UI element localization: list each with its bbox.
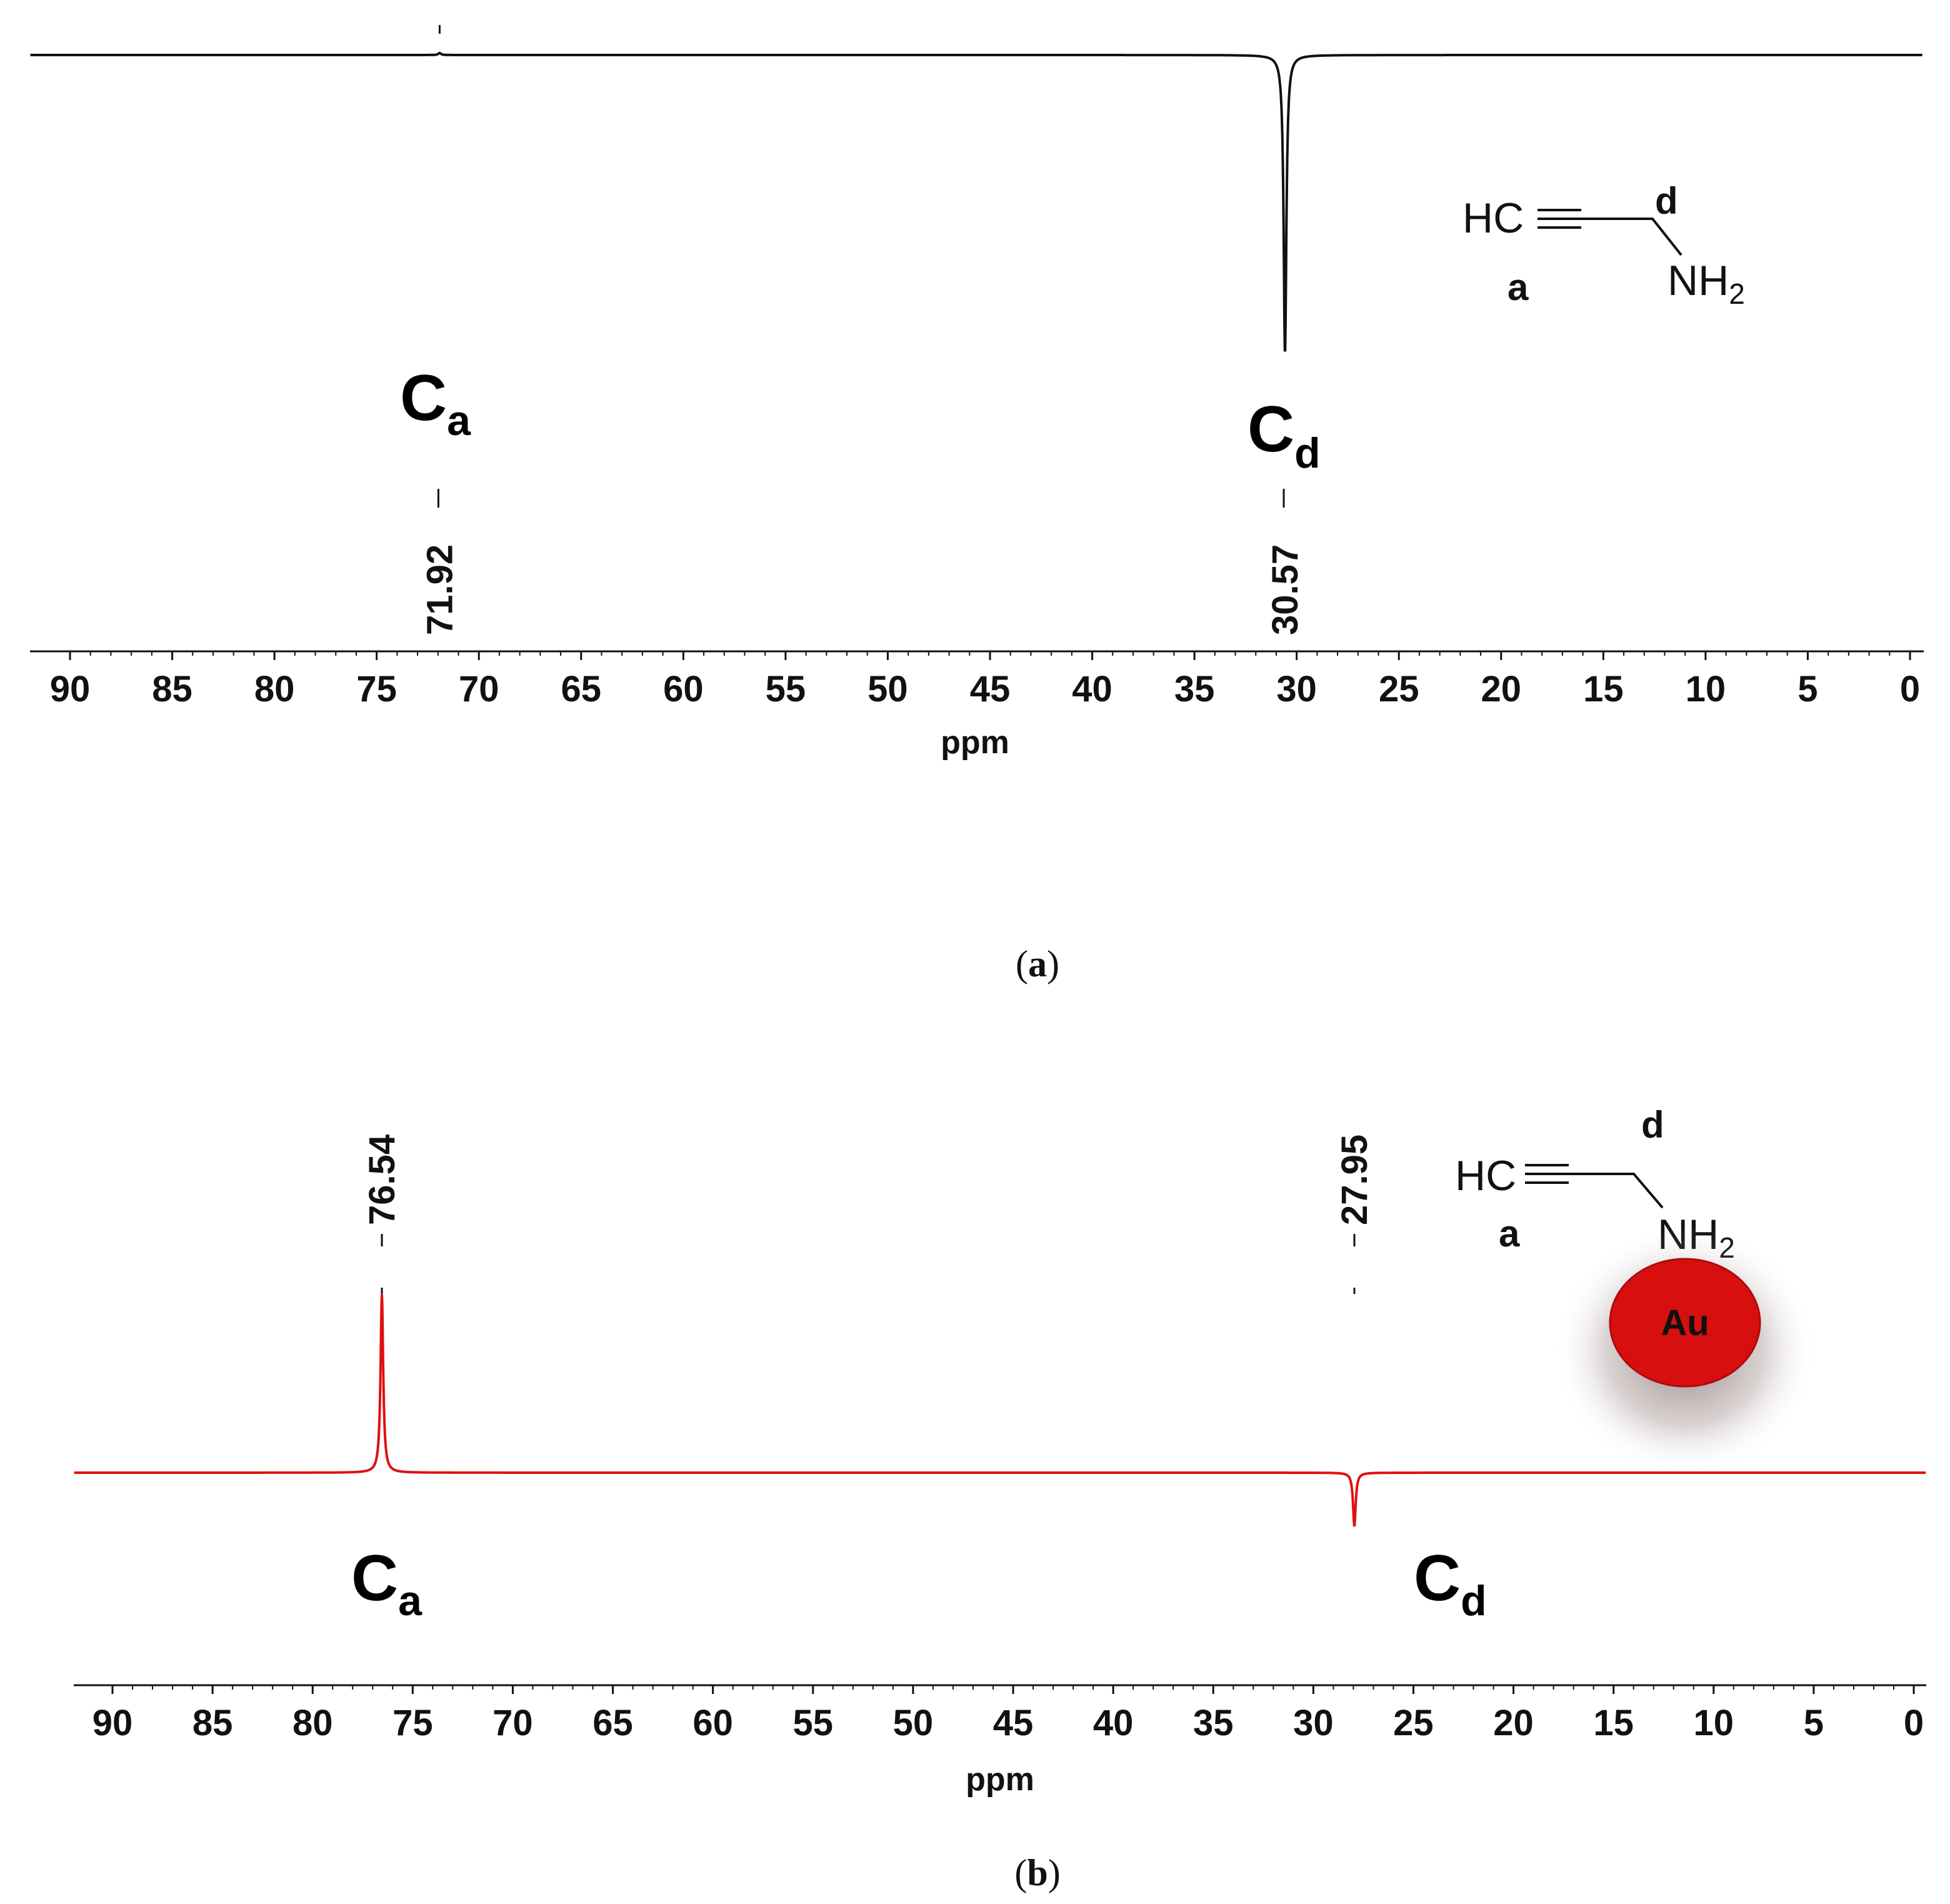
panel-a-spectrum bbox=[29, 25, 1923, 352]
x-tick-label: 70 bbox=[459, 669, 499, 709]
x-tick-label: 85 bbox=[152, 669, 192, 709]
molecule-hc: HC bbox=[1462, 194, 1524, 242]
panel-a-caption: (a) bbox=[1016, 943, 1059, 985]
x-tick-label: 10 bbox=[1694, 1703, 1734, 1743]
peak-label: 27.95 bbox=[1334, 1135, 1375, 1225]
gold-nanoparticle: Au bbox=[1554, 1225, 1816, 1475]
panel-b-x-axis-title: ppm bbox=[966, 1761, 1034, 1798]
x-tick-label: 15 bbox=[1593, 1703, 1634, 1743]
panel-b-caption: (b) bbox=[1014, 1852, 1060, 1893]
x-tick-label: 90 bbox=[92, 1703, 133, 1743]
panel-b-assignment-cd: Cd bbox=[1414, 1542, 1487, 1625]
x-tick-label: 40 bbox=[1072, 669, 1112, 709]
x-tick-label: 90 bbox=[50, 669, 91, 709]
x-tick-label: 25 bbox=[1393, 1703, 1434, 1743]
x-tick-label: 85 bbox=[192, 1703, 233, 1743]
panel-a: 90 85 80 75 70 65 60 55 50 45 40 35 30 25 20 15 10 5 0 ppm… bbox=[29, 25, 1924, 985]
panel-b-peak-label-cd: 27.95 bbox=[1334, 1135, 1375, 1294]
x-tick-label: 15 bbox=[1583, 669, 1624, 709]
molecule-letter-a: a bbox=[1508, 266, 1529, 308]
x-tick-label: 55 bbox=[766, 669, 806, 709]
panel-b-molecule: d HC a NH2 Au bbox=[1455, 1104, 1816, 1475]
panel-b-peak-label-ca: 76.54 bbox=[362, 1135, 402, 1294]
x-tick-label: 25 bbox=[1379, 669, 1419, 709]
panel-a-peak-labels: 71.92 30.57 bbox=[419, 489, 1306, 635]
x-tick-label: 75 bbox=[356, 669, 397, 709]
x-tick-label: 20 bbox=[1493, 1703, 1534, 1743]
x-tick-label: 30 bbox=[1293, 1703, 1334, 1743]
panel-b: 90 85 80 75 70 65 60 55 50 45 40 35 30 25 20 15 10 5 0 ppm… bbox=[73, 1104, 1927, 1893]
x-tick-label: 50 bbox=[868, 669, 908, 709]
panel-a-spectrum-trace bbox=[29, 51, 1923, 352]
panel-a-x-axis: 90 85 80 75 70 65 60 55 50 45 40 35 30 25 20 15 10 5 0 bbox=[30, 650, 1924, 709]
panel-a-peak-label-ca: 71.92 bbox=[419, 489, 460, 635]
assignment-label: Ca bbox=[400, 362, 471, 444]
x-tick-label: 0 bbox=[1904, 1703, 1924, 1743]
x-tick-label: 80 bbox=[254, 669, 295, 709]
panel-b-spectrum-trace bbox=[73, 1294, 1927, 1527]
x-tick-label: 35 bbox=[1174, 669, 1215, 709]
ch2-bond bbox=[1581, 218, 1682, 256]
peak-label: 76.54 bbox=[362, 1135, 402, 1225]
x-tick-label: 10 bbox=[1686, 669, 1726, 709]
triple-bond bbox=[1538, 209, 1581, 229]
molecule-letter-d: d bbox=[1655, 180, 1678, 222]
peak-label: 30.57 bbox=[1265, 544, 1306, 635]
x-tick-label: 5 bbox=[1798, 669, 1818, 709]
x-tick-label: 50 bbox=[893, 1703, 934, 1743]
panel-a-x-axis-title: ppm bbox=[941, 724, 1009, 761]
panel-b-x-axis: 90 85 80 75 70 65 60 55 50 45 40 35 30 25 20 15 10 5 0 bbox=[74, 1684, 1926, 1743]
nanoparticle-label: Au bbox=[1661, 1303, 1709, 1343]
ch2-bond bbox=[1569, 1173, 1664, 1209]
x-tick-label: 60 bbox=[663, 669, 704, 709]
x-tick-label: 55 bbox=[793, 1703, 834, 1743]
panel-b-peak-labels: 76.54 27.95 bbox=[362, 1135, 1375, 1294]
assignment-label: Ca bbox=[351, 1542, 422, 1625]
x-tick-label: 45 bbox=[993, 1703, 1034, 1743]
molecule-letter-a: a bbox=[1499, 1213, 1520, 1255]
x-tick-label: 65 bbox=[561, 669, 602, 709]
x-tick-label: 70 bbox=[492, 1703, 533, 1743]
peak-label: 71.92 bbox=[419, 544, 460, 635]
triple-bond bbox=[1525, 1164, 1569, 1184]
x-tick-label: 5 bbox=[1804, 1703, 1824, 1743]
x-tick-label: 45 bbox=[970, 669, 1011, 709]
panel-b-spectrum bbox=[73, 1294, 1927, 1527]
assignment-label: Cd bbox=[1248, 393, 1321, 477]
panel-a-assignment-cd: Cd bbox=[1248, 393, 1321, 477]
x-tick-label: 65 bbox=[592, 1703, 633, 1743]
x-tick-label: 0 bbox=[1900, 669, 1920, 709]
molecule-letter-d: d bbox=[1641, 1104, 1664, 1146]
x-tick-label: 60 bbox=[692, 1703, 733, 1743]
assignment-label: Cd bbox=[1414, 1542, 1487, 1625]
panel-a-assignment-ca: Ca bbox=[400, 362, 471, 444]
panel-a-molecule: HC d a NH2 bbox=[1462, 180, 1745, 310]
panel-a-peak-label-cd: 30.57 bbox=[1265, 489, 1306, 635]
x-tick-label: 75 bbox=[392, 1703, 433, 1743]
x-tick-label: 80 bbox=[292, 1703, 333, 1743]
x-tick-label: 35 bbox=[1193, 1703, 1234, 1743]
panel-b-assignment-ca: Ca bbox=[351, 1542, 422, 1625]
molecule-nh2: NH2 bbox=[1668, 257, 1745, 310]
x-tick-label: 30 bbox=[1276, 669, 1317, 709]
nanoparticle-body bbox=[1609, 1258, 1761, 1388]
x-tick-label: 20 bbox=[1481, 669, 1522, 709]
molecule-hc: HC bbox=[1455, 1152, 1516, 1200]
x-tick-label: 40 bbox=[1093, 1703, 1134, 1743]
